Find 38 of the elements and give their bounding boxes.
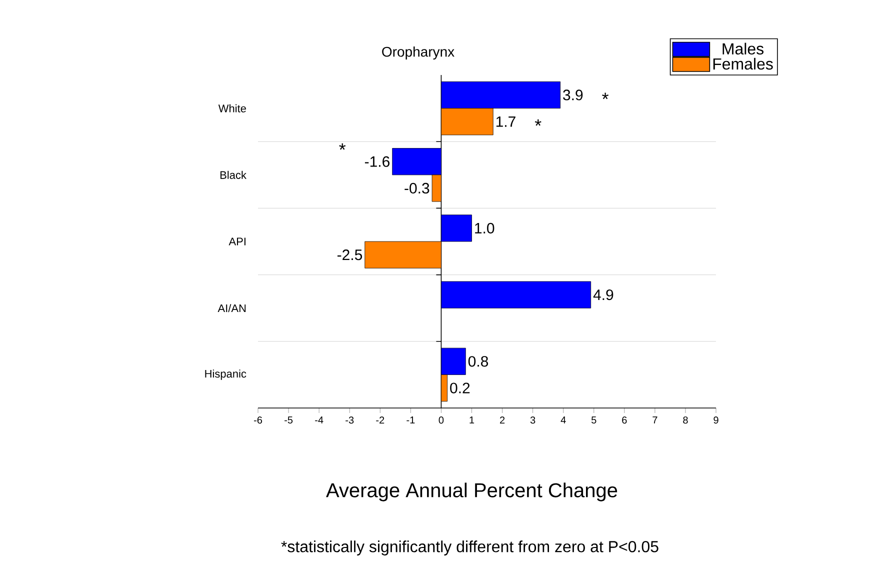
x-tick-label: 2 (500, 416, 505, 424)
data-label: 1.0 (475, 222, 494, 234)
x-tick-label: 7 (652, 416, 658, 424)
x-tick-label: 6 (622, 416, 627, 424)
x-tick-label: 3 (530, 416, 536, 424)
legend-label: Females (713, 58, 773, 70)
y-tick-label: Hispanic (205, 370, 246, 380)
x-tick-label: 8 (683, 416, 688, 424)
y-tick-label: White (218, 104, 246, 112)
x-axis-title: Average Annual Percent Change (326, 482, 618, 502)
text: *statistically significantly different from zero at P<0.05 (281, 540, 658, 556)
annotation: * (602, 92, 609, 100)
data-label: -2.5 (337, 250, 362, 260)
data-label: -1.6 (364, 156, 390, 167)
data-label: 1.7 (496, 116, 516, 127)
data-label: -0.3 (404, 182, 430, 194)
x-tick-label: -5 (284, 416, 293, 424)
x-tick-label: 4 (560, 416, 566, 424)
annotation: * (339, 143, 346, 150)
annotation: * (534, 119, 542, 126)
y-tick-label: Black (220, 170, 246, 179)
x-tick-label: -3 (346, 416, 354, 424)
x-tick-label: 0 (438, 416, 444, 424)
data-label: 3.9 (563, 90, 583, 100)
x-tick-label: -1 (406, 416, 415, 424)
data-label: 0.2 (450, 382, 470, 394)
chart-title: Oropharynx (382, 46, 454, 60)
x-tick-label: -2 (376, 416, 384, 424)
legend-label: Males (722, 42, 764, 55)
x-tick-label: -6 (254, 416, 262, 424)
x-tick-label: 1 (470, 416, 474, 424)
x-tick-label: -4 (315, 416, 324, 424)
x-tick-label: 9 (714, 416, 718, 424)
data-label: 0.8 (468, 356, 488, 367)
y-tick-label: AI/AN (218, 304, 246, 312)
y-tick-label: API (228, 238, 246, 246)
x-tick-label: 5 (591, 416, 596, 424)
data-label: 4.9 (593, 289, 614, 300)
